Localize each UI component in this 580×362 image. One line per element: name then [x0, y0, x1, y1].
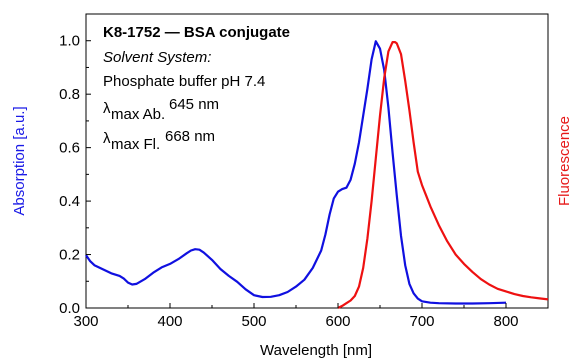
lambda-fl-value: 668 nm [165, 128, 215, 145]
y-axis-ticks: 0.0 0.2 0.4 0.6 0.8 1.0 [59, 13, 91, 317]
fluorescence-series-line [337, 40, 549, 309]
x-tick-label: 300 [73, 313, 98, 330]
x-tick-label: 800 [493, 313, 518, 330]
lambda-abs-symbol: λ [103, 100, 111, 117]
lambda-fl-subscript: max Fl. [111, 136, 160, 153]
y-tick-label: 1.0 [59, 33, 80, 50]
y-tick-label: 0.6 [59, 140, 80, 157]
solvent-label: Solvent System: [103, 49, 211, 66]
annotation-block: K8-1752 — BSA conjugate Solvent System: … [103, 24, 290, 153]
x-tick-label: 700 [409, 313, 434, 330]
y-axis-title: Absorption [a.u.] [11, 106, 28, 215]
lambda-fl-symbol: λ [103, 130, 111, 147]
series-layer [85, 40, 549, 309]
absorption-series-line [85, 40, 507, 305]
lambda-abs-value: 645 nm [169, 96, 219, 113]
x-axis-title: Wavelength [nm] [260, 342, 372, 359]
y-tick-label: 0.0 [59, 300, 80, 317]
y2-axis-title: Fluorescence [556, 116, 573, 206]
y-tick-label: 0.8 [59, 86, 80, 103]
x-tick-label: 400 [157, 313, 182, 330]
y-tick-label: 0.4 [59, 193, 80, 210]
lambda-abs-subscript: max Ab. [111, 106, 165, 123]
x-tick-label: 500 [241, 313, 266, 330]
solvent-value: Phosphate buffer pH 7.4 [103, 73, 265, 90]
annotation-title: K8-1752 — BSA conjugate [103, 24, 290, 41]
x-axis-ticks: 300 400 500 600 700 800 [73, 303, 519, 330]
y-tick-label: 0.2 [59, 247, 80, 264]
x-tick-label: 600 [325, 313, 350, 330]
plot-frame [85, 13, 549, 309]
